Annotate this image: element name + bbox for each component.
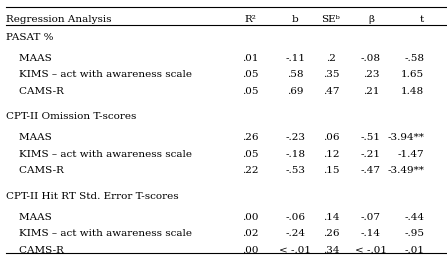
Text: MAAS: MAAS	[6, 54, 52, 63]
Text: -.06: -.06	[285, 213, 305, 222]
Text: .34: .34	[323, 246, 339, 255]
Text: .01: .01	[242, 54, 259, 63]
Text: < -.01: < -.01	[279, 246, 311, 255]
Text: Regression Analysis: Regression Analysis	[6, 15, 112, 24]
Text: -.44: -.44	[405, 213, 424, 222]
Text: -1.47: -1.47	[398, 150, 424, 159]
Text: .00: .00	[242, 213, 259, 222]
Text: .26: .26	[242, 133, 259, 142]
Text: -.21: -.21	[361, 150, 381, 159]
Text: MAAS: MAAS	[6, 213, 52, 222]
Text: MAAS: MAAS	[6, 133, 52, 142]
Text: .06: .06	[323, 133, 339, 142]
Text: .21: .21	[363, 87, 379, 96]
Text: .12: .12	[323, 150, 339, 159]
Text: -.07: -.07	[361, 213, 381, 222]
Text: .15: .15	[323, 166, 339, 175]
Text: t: t	[420, 15, 424, 24]
Text: .58: .58	[287, 70, 303, 79]
Text: -3.49**: -3.49**	[388, 166, 424, 175]
Text: CPT-II Omission T-scores: CPT-II Omission T-scores	[6, 112, 136, 121]
Text: CAMS-R: CAMS-R	[6, 166, 64, 175]
Text: .05: .05	[242, 150, 259, 159]
Text: CPT-II Hit RT Std. Error T-scores: CPT-II Hit RT Std. Error T-scores	[6, 192, 178, 201]
Text: b: b	[292, 15, 299, 24]
Text: .14: .14	[323, 213, 339, 222]
Text: .05: .05	[242, 70, 259, 79]
Text: -.53: -.53	[285, 166, 305, 175]
Text: -.18: -.18	[285, 150, 305, 159]
Text: -.14: -.14	[361, 229, 381, 238]
Text: .2: .2	[326, 54, 336, 63]
Text: KIMS – act with awareness scale: KIMS – act with awareness scale	[6, 150, 192, 159]
Text: .22: .22	[242, 166, 259, 175]
Text: < -.01: < -.01	[355, 246, 387, 255]
Text: SEᵇ: SEᵇ	[322, 15, 340, 24]
Text: -.51: -.51	[361, 133, 381, 142]
Text: 1.65: 1.65	[401, 70, 424, 79]
Text: -3.94**: -3.94**	[388, 133, 424, 142]
Text: -.24: -.24	[285, 229, 305, 238]
Text: .26: .26	[323, 229, 339, 238]
Text: CAMS-R: CAMS-R	[6, 87, 64, 96]
Text: -.58: -.58	[405, 54, 424, 63]
Text: .23: .23	[363, 70, 379, 79]
Text: .05: .05	[242, 87, 259, 96]
Text: -.01: -.01	[405, 246, 424, 255]
Text: -.08: -.08	[361, 54, 381, 63]
Text: -.47: -.47	[361, 166, 381, 175]
Text: KIMS – act with awareness scale: KIMS – act with awareness scale	[6, 70, 192, 79]
Text: KIMS – act with awareness scale: KIMS – act with awareness scale	[6, 229, 192, 238]
Text: .35: .35	[323, 70, 339, 79]
Text: .69: .69	[287, 87, 303, 96]
Text: β: β	[368, 15, 374, 24]
Text: 1.48: 1.48	[401, 87, 424, 96]
Text: -.95: -.95	[405, 229, 424, 238]
Text: .47: .47	[323, 87, 339, 96]
Text: -.11: -.11	[285, 54, 305, 63]
Text: PASAT %: PASAT %	[6, 33, 53, 42]
Text: -.23: -.23	[285, 133, 305, 142]
Text: .00: .00	[242, 246, 259, 255]
Text: .02: .02	[242, 229, 259, 238]
Text: CAMS-R: CAMS-R	[6, 246, 64, 255]
Text: R²: R²	[245, 15, 257, 24]
